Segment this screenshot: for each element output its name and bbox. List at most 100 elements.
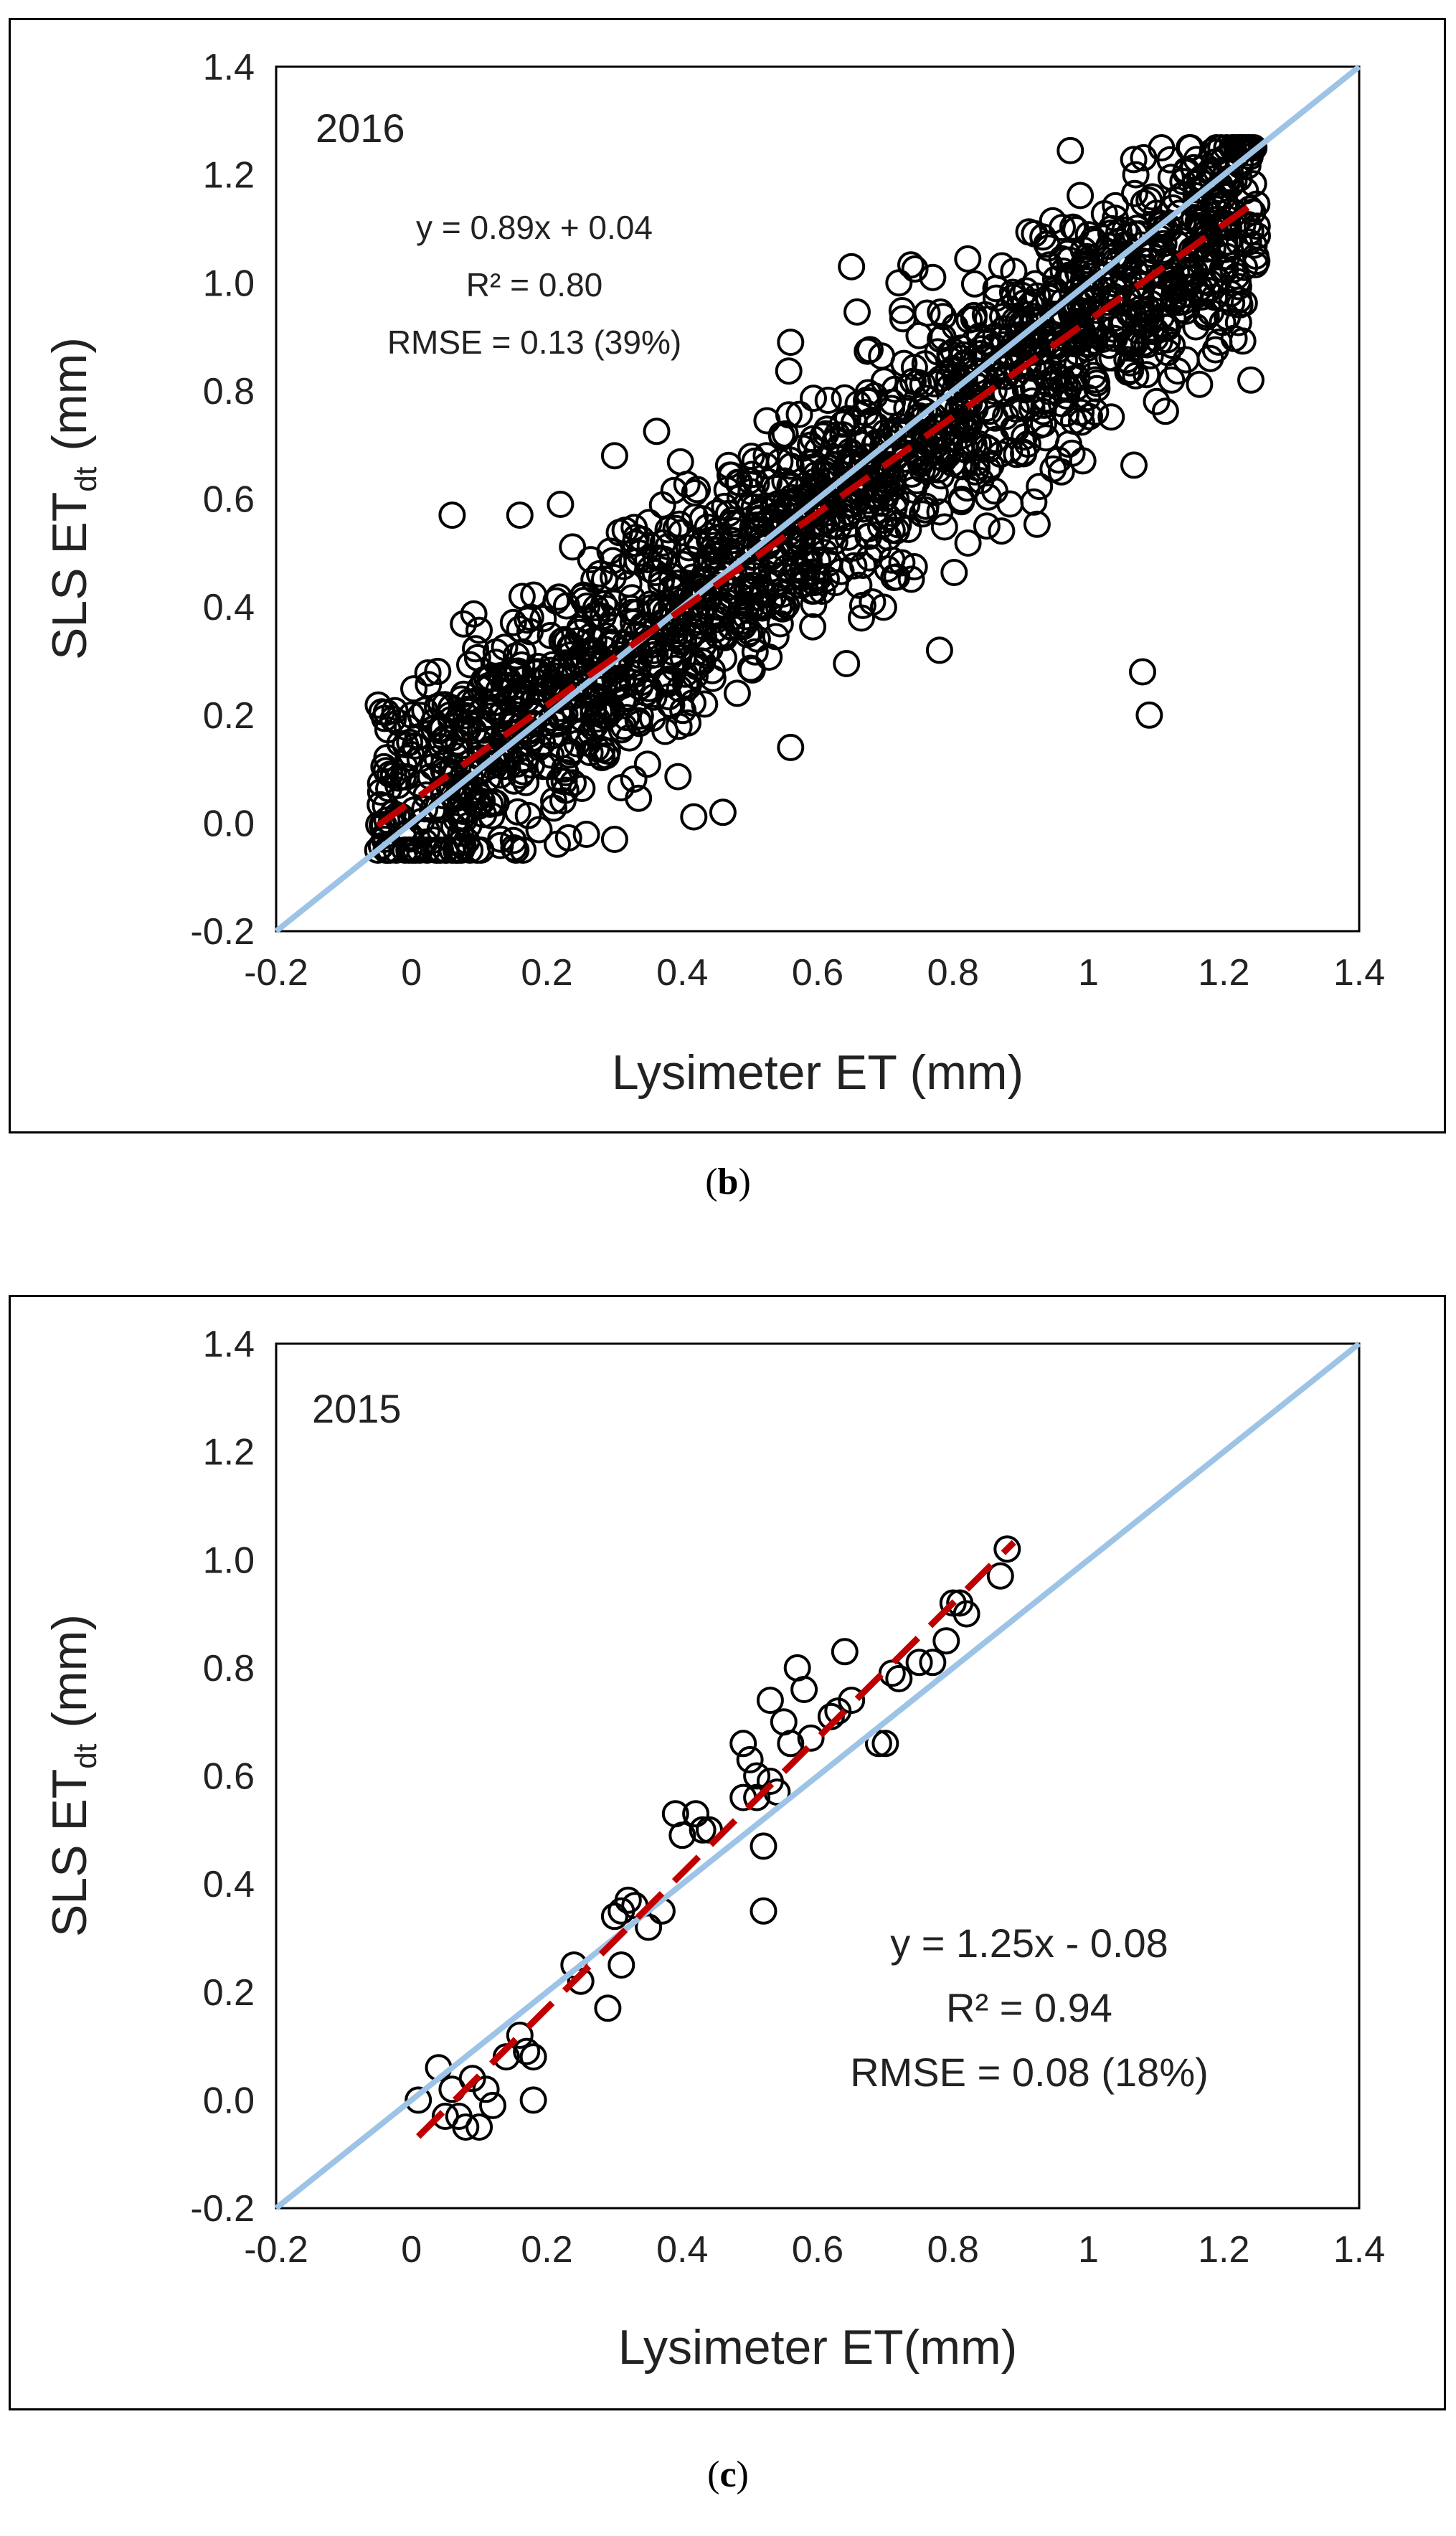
data-point: [1117, 357, 1145, 385]
y-tick-label: 1.2: [203, 1432, 255, 1474]
data-point: [775, 401, 803, 429]
axis-ticks: -0.2 0 0.2 0.4 0.6 0.8 1 1.2 1.4 -0.2 0.0 0.2 0.4 0.6…: [190, 1324, 1385, 2271]
data-point: [871, 1730, 899, 1758]
data-point: [905, 1649, 933, 1677]
y-tick-label: 0.8: [203, 1648, 255, 1689]
lines: [274, 1341, 1361, 2211]
data-point: [456, 651, 483, 679]
y-axis-label-subscript: dt: [69, 1743, 103, 1768]
y-tick-label: 0.4: [203, 587, 255, 628]
data-point: [556, 633, 584, 661]
data-point: [808, 578, 836, 605]
data-point: [712, 593, 740, 621]
data-point: [556, 641, 584, 669]
data-point: [681, 618, 709, 646]
data-point: [625, 539, 653, 567]
data-point: [686, 531, 714, 559]
data-point: [1150, 230, 1178, 258]
data-point: [927, 298, 955, 326]
data-point: [738, 461, 766, 489]
data-point: [552, 759, 580, 787]
chart-panel-c: -0.2 0 0.2 0.4 0.6 0.8 1 1.2 1.4 -0.2 0.0 0.2 0.4 0.6…: [9, 1295, 1446, 2410]
data-point: [736, 1745, 764, 1773]
data-point: [1017, 291, 1044, 319]
data-point: [699, 656, 727, 684]
data-point: [1097, 403, 1125, 431]
data-point: [847, 430, 875, 458]
equation-label: y = 1.25x - 0.08: [890, 1920, 1168, 1966]
y-axis-label-unit: (mm): [42, 1614, 97, 1728]
data-point: [873, 428, 901, 456]
data-point: [1026, 473, 1054, 501]
data-point: [1210, 145, 1238, 172]
data-point: [442, 742, 470, 770]
data-point: [615, 724, 643, 752]
data-point: [797, 431, 825, 459]
data-point: [454, 715, 482, 743]
data-point: [504, 798, 531, 826]
data-point: [771, 420, 799, 448]
data-point: [1010, 438, 1038, 466]
data-point: [734, 576, 762, 604]
data-point: [828, 410, 856, 438]
y-axis-label-subscript: dt: [69, 466, 103, 491]
data-point: [438, 724, 466, 752]
data-point: [1220, 324, 1248, 352]
data-point: [1120, 146, 1148, 174]
data-point: [741, 638, 769, 666]
data-point: [1021, 220, 1049, 248]
data-point: [845, 571, 873, 599]
data-point: [800, 590, 828, 618]
data-point: [777, 452, 805, 480]
data-point: [878, 1659, 906, 1687]
data-point: [742, 572, 770, 600]
data-point: [948, 453, 976, 481]
figure-caption-c: (c): [707, 2454, 749, 2495]
data-point: [1148, 284, 1176, 312]
data-point: [843, 298, 871, 326]
data-point: [1133, 361, 1160, 389]
data-point: [1237, 366, 1264, 394]
data-point: [516, 603, 544, 631]
data-point: [892, 434, 920, 462]
data-point: [932, 1627, 960, 1655]
data-point: [711, 623, 739, 651]
figure-caption-b: (b): [705, 1161, 751, 1202]
x-tick-label: 1.4: [1333, 952, 1385, 994]
y-axis-label: SLS ETdt (mm): [42, 1614, 103, 1937]
data-point: [1067, 182, 1095, 209]
data-point: [885, 1664, 913, 1692]
regression-line: [375, 197, 1260, 829]
data-point: [884, 511, 912, 539]
data-point: [506, 2022, 534, 2049]
data-point: [883, 563, 911, 591]
data-point: [1224, 308, 1252, 336]
data-point: [717, 461, 745, 489]
data-point: [392, 763, 420, 791]
data-point: [1143, 387, 1171, 415]
data-point: [681, 662, 709, 690]
data-point: [840, 534, 868, 562]
data-point: [412, 781, 440, 809]
rmse-label: RMSE = 0.08 (18%): [850, 2050, 1209, 2095]
data-point: [633, 750, 661, 778]
lines: [274, 64, 1361, 934]
data-point: [1105, 227, 1133, 255]
data-point: [836, 499, 863, 527]
data-point: [752, 509, 780, 537]
data-point: [1074, 221, 1102, 249]
data-point: [1011, 423, 1038, 451]
y-axis-label: SLS ETdt (mm): [42, 337, 103, 660]
data-point: [506, 501, 534, 529]
data-point: [960, 270, 988, 298]
data-point: [577, 546, 605, 574]
data-point: [1138, 183, 1166, 211]
y-tick-label: 0.4: [203, 1864, 255, 1905]
chart-panel-b: -0.2 0 0.2 0.4 0.6 0.8 1 1.2 1.4 -0.2 0.0 0.2 0.4 0.6…: [9, 18, 1446, 1133]
caption-letter-b: b: [717, 1161, 739, 1202]
data-point: [879, 388, 906, 416]
y-tick-label: 1.4: [203, 47, 255, 88]
data-point: [620, 514, 648, 542]
data-point: [1009, 393, 1037, 421]
data-point: [460, 600, 488, 628]
